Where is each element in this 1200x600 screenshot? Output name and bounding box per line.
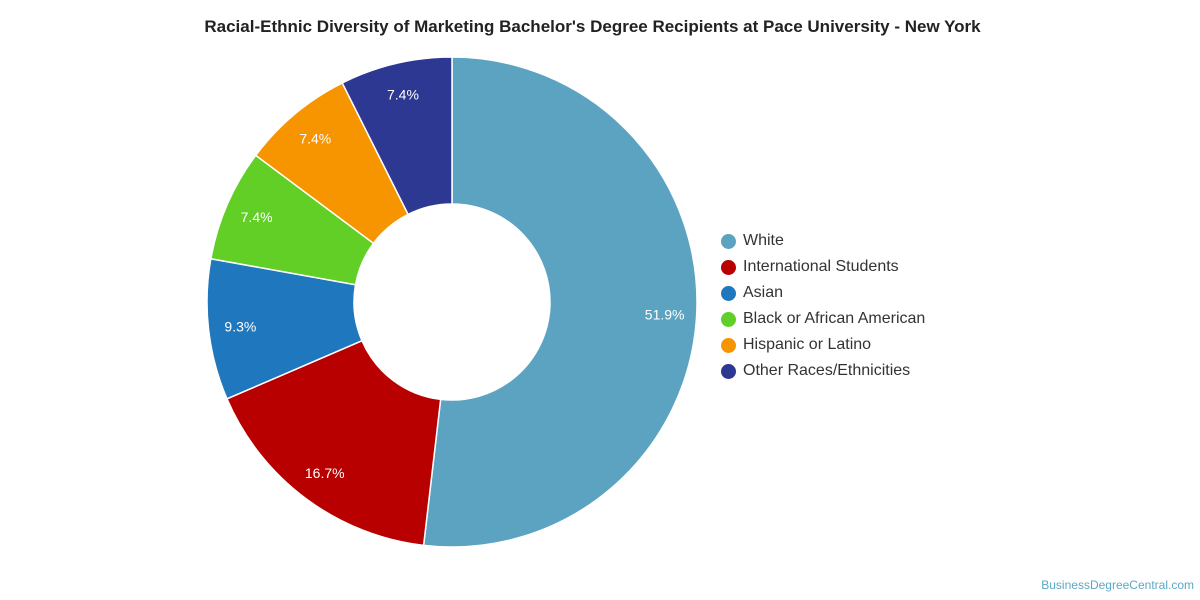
data-label: 7.4% bbox=[387, 87, 419, 103]
legend-swatch bbox=[721, 311, 736, 327]
legend-swatch bbox=[721, 259, 736, 275]
legend-item[interactable]: Asian bbox=[721, 280, 925, 306]
legend-swatch bbox=[721, 233, 736, 249]
legend-label: White bbox=[743, 232, 784, 249]
slice-other-races-ethnicities[interactable] bbox=[341, 56, 453, 216]
legend-swatch bbox=[721, 285, 736, 301]
data-label: 9.3% bbox=[224, 318, 256, 334]
legend-label: Hispanic or Latino bbox=[743, 336, 872, 353]
data-labels: 51.9% 16.7% 9.3% 7.4% 7.4% 7.4% bbox=[224, 87, 684, 481]
legend-item[interactable]: White bbox=[721, 228, 925, 254]
legend-label: International Students bbox=[743, 258, 899, 275]
data-label: 7.4% bbox=[241, 209, 273, 225]
slice-white[interactable] bbox=[422, 56, 698, 548]
legend-item[interactable]: Hispanic or Latino bbox=[721, 332, 925, 358]
legend-label: Black or African American bbox=[743, 310, 926, 327]
legend-item[interactable]: Other Races/Ethnicities bbox=[721, 358, 925, 384]
data-label: 51.9% bbox=[645, 306, 685, 322]
chart-title: Racial-Ethnic Diversity of Marketing Bac… bbox=[204, 17, 981, 36]
slice-international-students[interactable] bbox=[225, 339, 442, 547]
donut-slices bbox=[206, 56, 698, 548]
data-label: 16.7% bbox=[305, 465, 345, 481]
source-credit[interactable]: BusinessDegreeCentral.com bbox=[1041, 578, 1194, 592]
legend-label: Other Races/Ethnicities bbox=[743, 362, 911, 379]
legend-swatch bbox=[721, 337, 736, 353]
data-label: 7.4% bbox=[299, 131, 331, 147]
chart-legend: White International Students Asian Black or… bbox=[721, 228, 925, 384]
legend-label: Asian bbox=[743, 284, 784, 301]
legend-item[interactable]: International Students bbox=[721, 254, 925, 280]
legend-swatch bbox=[721, 363, 736, 379]
legend-item[interactable]: Black or African American bbox=[721, 306, 925, 332]
